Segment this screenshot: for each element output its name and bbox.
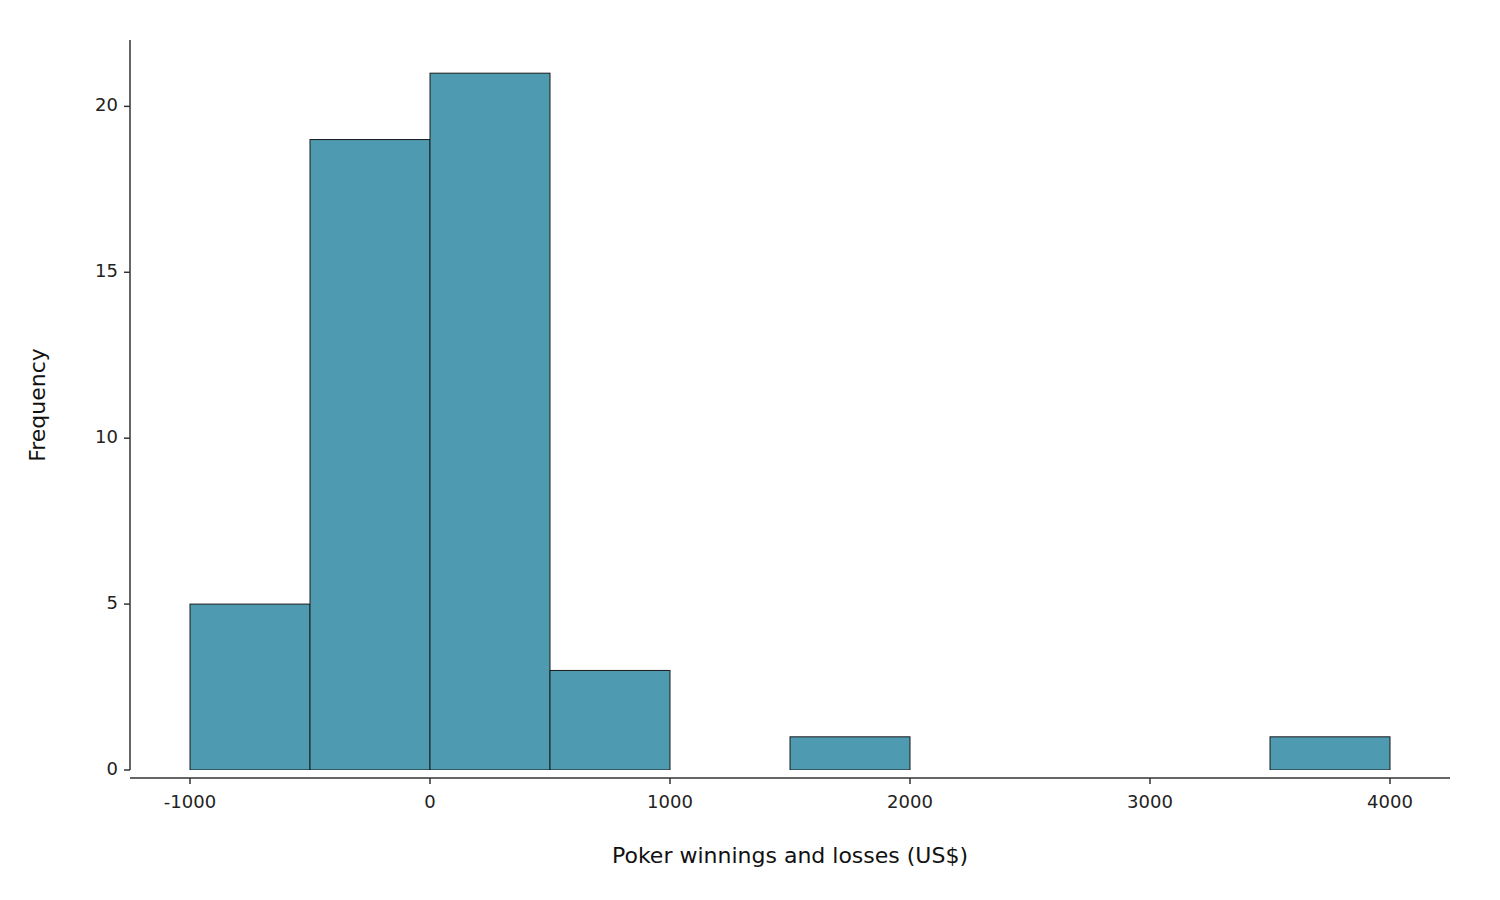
y-tick [124, 437, 130, 439]
x-tick [669, 778, 671, 784]
histogram-bar [430, 73, 550, 770]
y-tick-label: 15 [95, 260, 118, 281]
x-axis-line [130, 777, 1450, 779]
x-axis-label: Poker winnings and losses (US$) [612, 843, 968, 868]
y-tick [124, 106, 130, 108]
x-tick [1149, 778, 1151, 784]
histogram-bar [910, 770, 1030, 771]
histogram-bar [1270, 737, 1390, 770]
x-tick-label: 3000 [1127, 791, 1173, 812]
x-tick-label: 0 [424, 791, 435, 812]
y-tick-label: 5 [107, 592, 118, 613]
histogram-bar [670, 770, 790, 771]
bars [190, 73, 1390, 770]
y-tick-label: 10 [95, 426, 118, 447]
y-tick-label: 0 [107, 758, 118, 779]
chart-container: -1000 0 1000 2000 3000 4000 0 5 10 15 20 Poker winn… [0, 0, 1500, 900]
axes: -1000 0 1000 2000 3000 4000 0 5 10 15 20 [95, 40, 1450, 812]
y-tick [124, 603, 130, 605]
x-tick-label: -1000 [164, 791, 216, 812]
x-tick [1389, 778, 1391, 784]
x-tick [429, 778, 431, 784]
x-tick-label: 4000 [1367, 791, 1413, 812]
histogram-bar [790, 737, 910, 770]
y-tick [124, 769, 130, 771]
y-axis-line [129, 40, 131, 770]
chart-svg: -1000 0 1000 2000 3000 4000 0 5 10 15 20 Poker winn… [0, 0, 1500, 900]
histogram-bar [1030, 770, 1150, 771]
y-tick [124, 272, 130, 274]
y-axis-label: Frequency [25, 348, 50, 462]
histogram-bar [1150, 770, 1270, 771]
histogram-bar [190, 604, 310, 770]
histogram-bar [550, 670, 670, 770]
histogram-bar [310, 140, 430, 770]
x-tick [909, 778, 911, 784]
x-tick [189, 778, 191, 784]
x-tick-label: 2000 [887, 791, 933, 812]
x-tick-label: 1000 [647, 791, 693, 812]
y-tick-label: 20 [95, 94, 118, 115]
